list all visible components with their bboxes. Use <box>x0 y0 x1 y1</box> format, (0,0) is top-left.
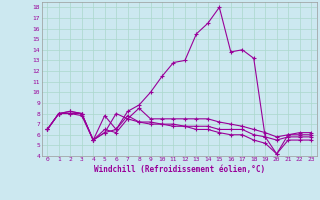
X-axis label: Windchill (Refroidissement éolien,°C): Windchill (Refroidissement éolien,°C) <box>94 165 265 174</box>
